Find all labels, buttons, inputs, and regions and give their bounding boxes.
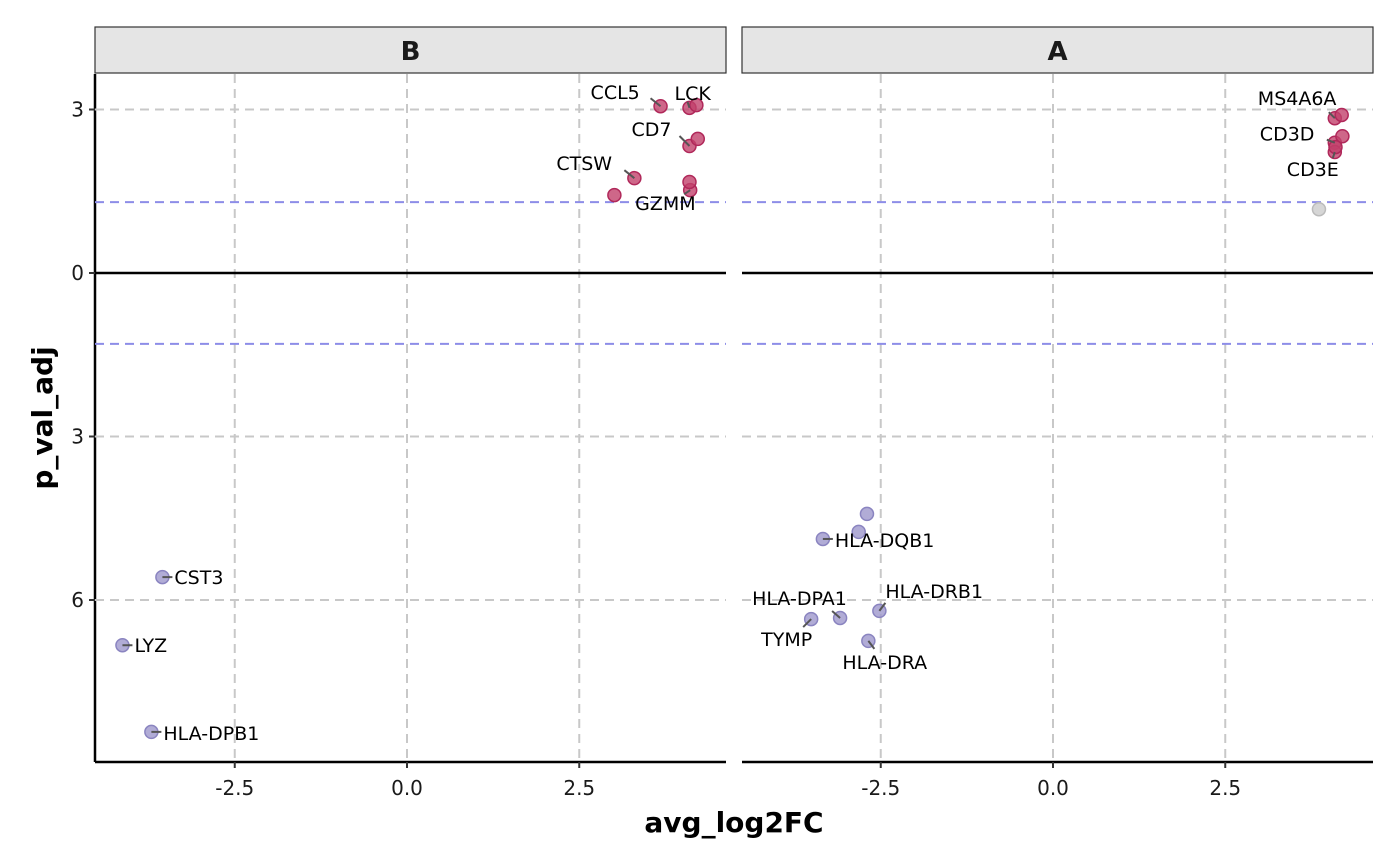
y-tick-label: 3 <box>71 98 84 122</box>
facet-strip-label: A <box>1047 37 1067 67</box>
y-tick-label: 0 <box>71 261 84 285</box>
label-segment <box>683 189 691 195</box>
label-segment <box>1326 138 1336 144</box>
x-tick-label: 2.5 <box>563 776 595 800</box>
point-label: GZMM <box>635 193 696 215</box>
facet-strip <box>94 26 727 74</box>
point-label: CCL5 <box>591 82 640 104</box>
data-point <box>851 524 866 540</box>
y-tick-label: 3 <box>71 425 84 449</box>
point-label: CD3E <box>1287 159 1339 181</box>
data-point <box>859 506 875 522</box>
label-segment <box>878 602 887 612</box>
label-segment <box>802 618 812 628</box>
data-point <box>1311 201 1327 217</box>
facet-strip-label: B <box>401 37 421 67</box>
data-point <box>689 97 704 113</box>
panel-A: A -2.5 0.0 2.5 MS4A6A CD3D CD3E HLA-DQB1 HLA-DRB… <box>741 26 1374 800</box>
data-point <box>682 174 697 190</box>
label-segment <box>867 640 876 650</box>
point-label: HLA-DRB1 <box>885 581 983 603</box>
point-label: CD7 <box>631 119 671 141</box>
point-label: LYZ <box>134 635 167 657</box>
point-label: TYMP <box>760 629 812 651</box>
x-tick-label: 0.0 <box>1037 776 1069 800</box>
label-segment <box>623 169 635 179</box>
y-tick-label: 6 <box>71 588 84 612</box>
data-point <box>1334 107 1349 123</box>
point-label: CST3 <box>174 567 223 589</box>
label-segment <box>649 97 662 108</box>
label-segment <box>1331 151 1336 159</box>
x-tick-label: -2.5 <box>861 776 900 800</box>
data-point <box>690 131 706 147</box>
point-label: HLA-DRA <box>842 652 927 674</box>
label-segment <box>1328 111 1336 119</box>
data-point <box>1335 128 1350 144</box>
point-label: CTSW <box>556 153 612 175</box>
data-point <box>607 187 622 203</box>
x-tick-label: -2.5 <box>215 776 254 800</box>
point-label: CD3D <box>1260 124 1315 146</box>
data-point <box>1328 139 1343 155</box>
x-tick-label: 0.0 <box>391 776 423 800</box>
x-axis-title: avg_log2FC <box>644 806 823 839</box>
label-segment <box>831 610 841 619</box>
label-segment <box>678 135 691 147</box>
facet-strip <box>741 26 1374 74</box>
point-label: HLA-DPA1 <box>752 588 847 610</box>
point-label: HLA-DQB1 <box>835 530 934 552</box>
point-label: HLA-DPB1 <box>163 723 259 745</box>
y-axis-title: p_val_adj <box>26 346 59 489</box>
point-label: LCK <box>674 83 711 105</box>
x-tick-label: 2.5 <box>1209 776 1241 800</box>
label-segment <box>686 101 691 109</box>
point-label: MS4A6A <box>1258 88 1337 110</box>
